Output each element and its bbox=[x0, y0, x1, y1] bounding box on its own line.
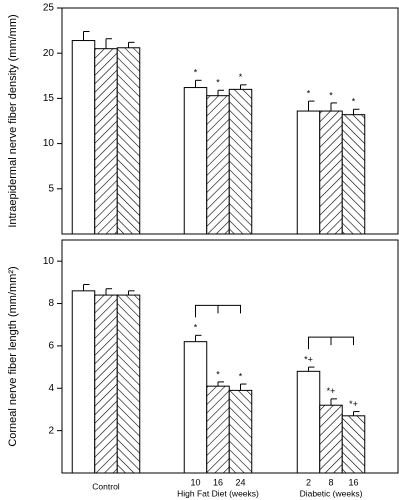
bar bbox=[319, 110, 343, 235]
significance-mark: * bbox=[329, 90, 333, 100]
y-tick-label: 10 bbox=[43, 138, 55, 149]
significance-mark: *+ bbox=[349, 399, 358, 409]
y-tick-label: 4 bbox=[48, 383, 54, 394]
bar bbox=[94, 294, 118, 474]
bar bbox=[116, 294, 141, 474]
bar bbox=[296, 110, 321, 235]
y-tick-label: 6 bbox=[48, 341, 54, 352]
y-axis-label: Intraepidermal nerve fiber density (mm/m… bbox=[7, 14, 19, 227]
bar-label: 10 bbox=[190, 477, 200, 487]
bracket bbox=[308, 336, 354, 350]
bar bbox=[341, 114, 366, 235]
bar bbox=[228, 389, 253, 474]
bar bbox=[206, 385, 230, 474]
bar bbox=[341, 415, 366, 474]
group-label: High Fat Diet (weeks) bbox=[177, 488, 259, 498]
y-axis-label: Corneal nerve fiber length (mm/mm²) bbox=[7, 266, 19, 446]
significance-mark: *+ bbox=[327, 386, 336, 396]
y-tick-label: 20 bbox=[43, 48, 55, 59]
bar-label: 2 bbox=[306, 477, 311, 487]
bar bbox=[319, 404, 343, 474]
significance-mark: * bbox=[307, 88, 311, 98]
bar bbox=[94, 48, 118, 235]
significance-mark: * bbox=[352, 97, 356, 107]
significance-mark: * bbox=[239, 371, 243, 381]
bar bbox=[116, 47, 141, 235]
significance-mark: *+ bbox=[304, 354, 313, 364]
bar bbox=[183, 341, 208, 474]
bar-label: 8 bbox=[328, 477, 333, 487]
y-tick-label: 5 bbox=[48, 183, 54, 194]
y-tick-label: 8 bbox=[48, 298, 54, 309]
significance-mark: * bbox=[216, 369, 220, 379]
group-label: Diabetic (weeks) bbox=[300, 488, 363, 498]
significance-mark: * bbox=[239, 72, 243, 82]
group-label: Control bbox=[92, 481, 120, 491]
bar bbox=[206, 95, 230, 235]
y-tick-label: 10 bbox=[43, 256, 55, 267]
bar bbox=[296, 370, 321, 474]
bar-label: 16 bbox=[213, 477, 223, 487]
y-tick-label: 2 bbox=[48, 425, 54, 436]
bar-label: 16 bbox=[348, 477, 358, 487]
bar-label: 24 bbox=[235, 477, 245, 487]
bracket bbox=[195, 304, 241, 318]
significance-mark: * bbox=[194, 68, 198, 78]
bar bbox=[71, 40, 96, 235]
bar bbox=[228, 88, 253, 235]
y-tick-label: 15 bbox=[43, 93, 55, 104]
bar bbox=[183, 87, 208, 235]
significance-mark: * bbox=[194, 323, 198, 333]
y-tick-label: 25 bbox=[43, 3, 55, 14]
bar bbox=[71, 290, 96, 474]
significance-mark: * bbox=[216, 78, 220, 88]
